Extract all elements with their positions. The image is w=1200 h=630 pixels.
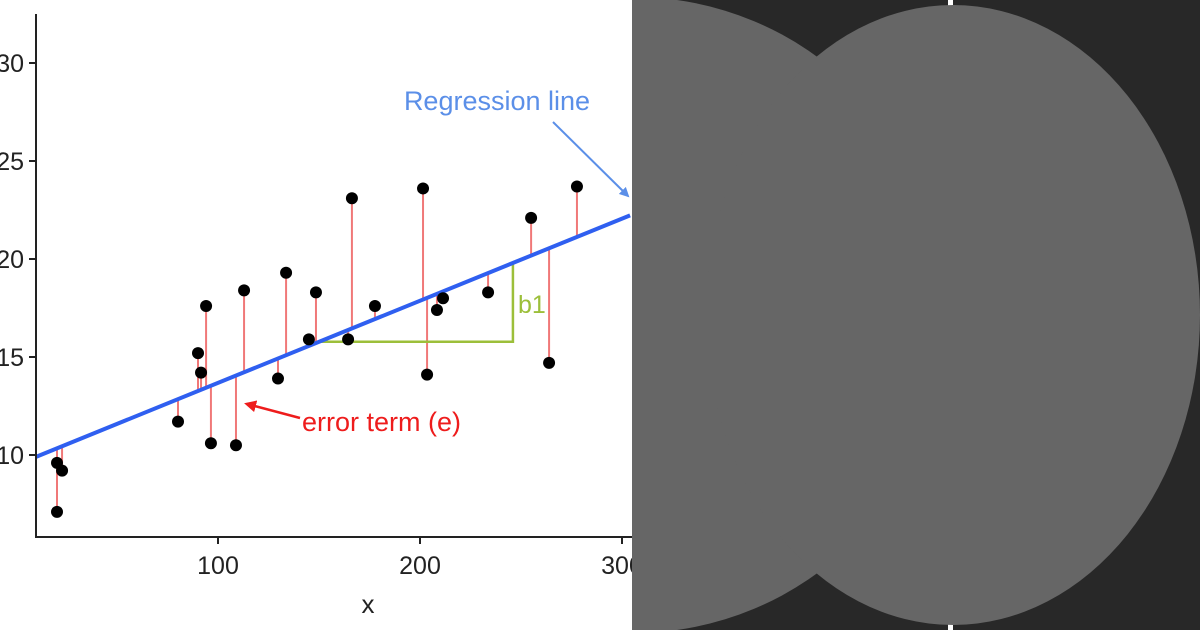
data-point: [271, 372, 284, 385]
data-point: [430, 303, 443, 316]
data-point: [302, 333, 315, 346]
data-point: [482, 286, 495, 299]
data-point: [417, 182, 430, 195]
data-points: [51, 180, 583, 518]
data-point: [525, 211, 538, 224]
x-tick-label: 100: [197, 552, 239, 580]
slope-triangle: [319, 262, 515, 344]
y-tick-label: 10: [0, 442, 24, 470]
data-point: [342, 333, 355, 346]
dark-panels: [632, 0, 1200, 630]
data-point: [195, 366, 208, 379]
data-point: [437, 292, 450, 305]
slope-label: b1: [518, 291, 546, 319]
data-point: [309, 286, 322, 299]
x-axis-label: x: [362, 589, 375, 619]
y-axis-ticks: 10 15 20 25 30: [0, 50, 36, 470]
y-tick-label: 15: [0, 344, 24, 372]
data-point: [368, 300, 381, 313]
data-point: [345, 192, 358, 205]
data-point: [229, 439, 242, 452]
regression-line-label: Regression line: [404, 86, 590, 116]
data-point: [204, 437, 217, 450]
x-tick-label: 300: [601, 552, 632, 580]
data-point: [543, 356, 556, 369]
data-point: [56, 464, 69, 477]
y-tick-label: 30: [0, 50, 24, 78]
data-point: [51, 505, 64, 518]
slope-run-rise: [319, 262, 515, 344]
data-point: [280, 266, 293, 279]
x-tick-label: 200: [399, 552, 441, 580]
residual-lines: [56, 186, 578, 512]
data-point: [238, 284, 251, 297]
error-term-arrow: [244, 400, 301, 420]
data-point: [200, 300, 213, 313]
data-point: [192, 347, 205, 360]
data-point: [570, 180, 583, 193]
y-tick-label: 25: [0, 148, 24, 176]
y-tick-label: 20: [0, 246, 24, 274]
data-point: [421, 368, 434, 381]
semicircle-shape-right: [706, 5, 1200, 625]
regression-line: [35, 213, 631, 459]
error-term-label: error term (e): [302, 407, 461, 437]
x-axis-ticks: 100 200 300: [197, 537, 632, 580]
data-point: [172, 415, 185, 428]
regression-chart: 10 15 20 25 30 100 200 300 x Regression line e…: [0, 14, 632, 619]
regression-arrow: [552, 121, 630, 198]
